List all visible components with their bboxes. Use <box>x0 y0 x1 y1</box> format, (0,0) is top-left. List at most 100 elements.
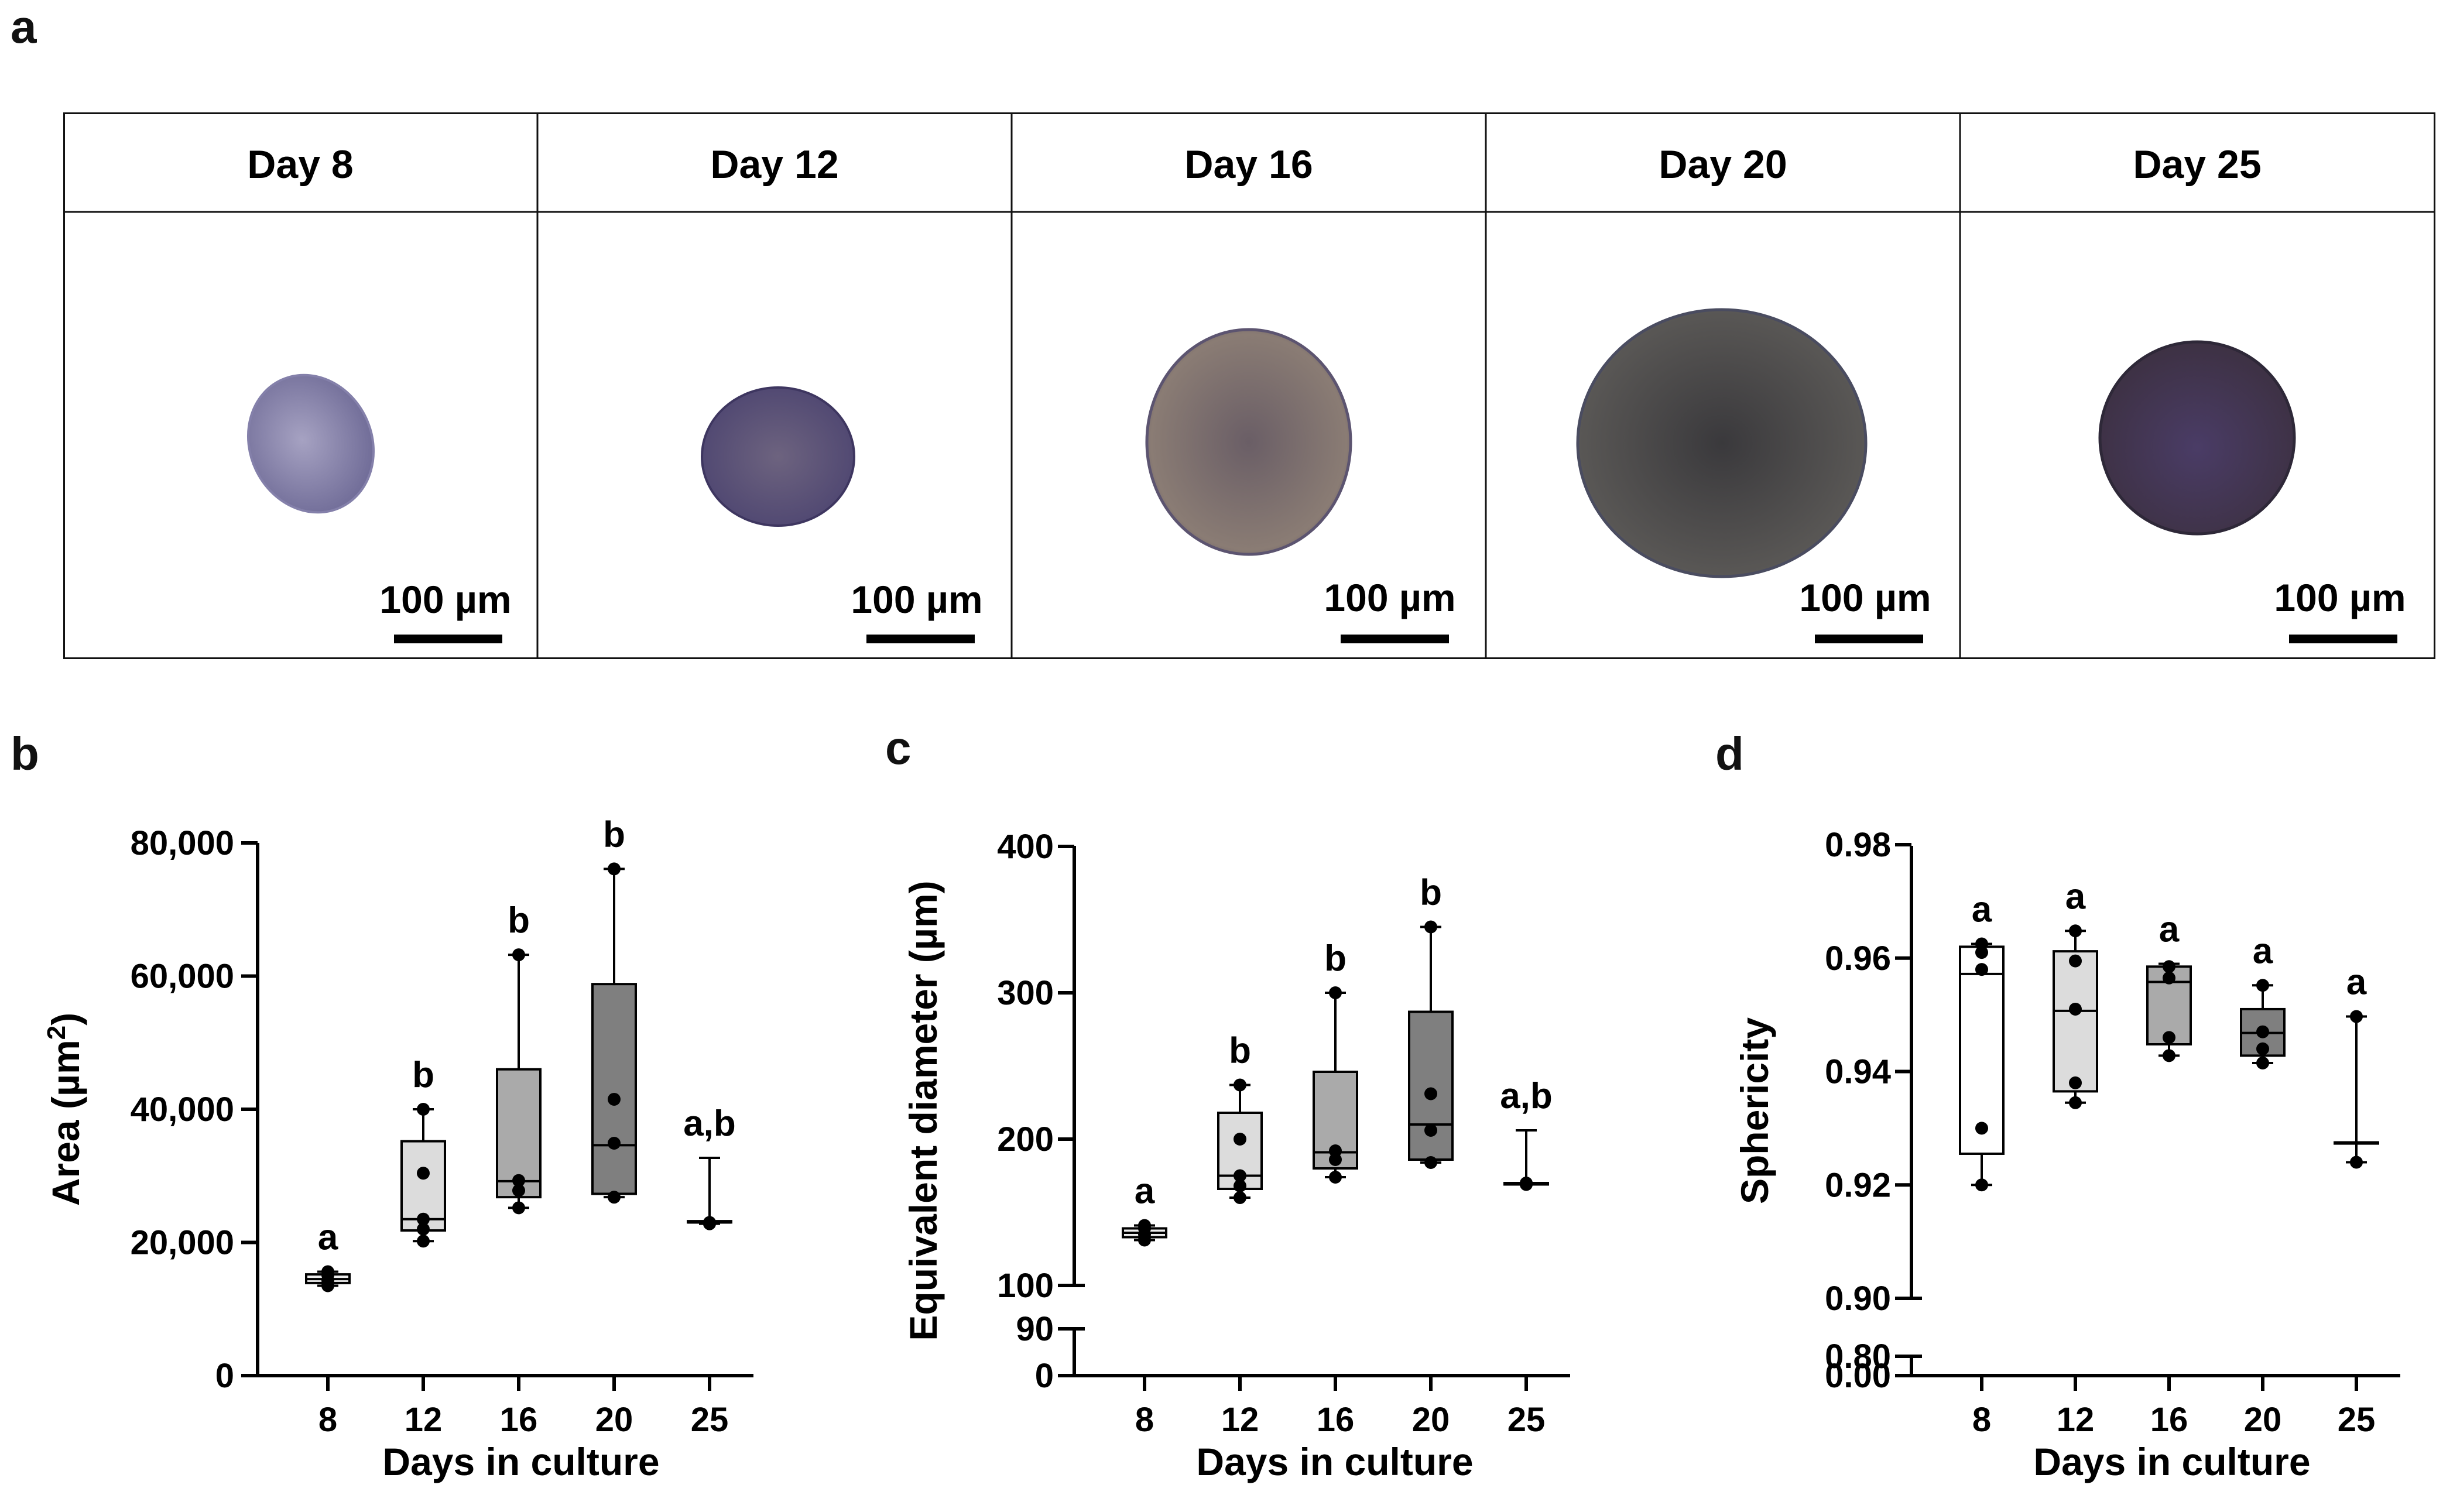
d-data-point <box>2256 979 2269 992</box>
b-y-tick-label: 0 <box>215 1357 234 1395</box>
scale-bar-day-12 <box>866 635 975 643</box>
d-x-axis-label: Days in culture <box>2033 1440 2310 1483</box>
d-x-tick-label: 8 <box>1972 1401 1991 1439</box>
sphericity-box-chart: 0.000.80 0.90 0.92 0.94 0.96 0.98 8 a 12 a 16 a 20 a 2… <box>1733 826 2400 1483</box>
b-data-point <box>608 1191 621 1204</box>
d-data-point <box>1975 937 1988 951</box>
c-box <box>1408 1010 1454 1161</box>
d-data-point <box>2069 924 2082 938</box>
b-x-tick-label: 25 <box>691 1401 729 1439</box>
d-significance-letter: a <box>1972 890 1992 930</box>
scale-bar-day-20 <box>1815 635 1923 643</box>
d-data-point <box>2163 1031 2175 1044</box>
c-data-point <box>1424 920 1437 934</box>
c-data-point <box>1424 1124 1437 1137</box>
diameter-box-chart: 0 90 100 200 300 400 8 a 12 b 16 b 20 b 25 a,b Days in c… <box>902 828 1570 1483</box>
c-significance-letter: a <box>1135 1171 1155 1212</box>
c-significance-letter: b <box>1324 938 1347 979</box>
panel-letter-c: c <box>885 722 912 774</box>
d-data-point <box>1975 963 1988 976</box>
c-data-point <box>1234 1180 1246 1192</box>
c-y-tick-label: 200 <box>997 1120 1054 1158</box>
spheroid-day-16 <box>1145 328 1352 556</box>
c-data-point <box>1234 1133 1246 1146</box>
b-x-tick-label: 12 <box>405 1401 443 1439</box>
b-significance-letter: b <box>603 814 625 855</box>
day-8-header: Day 8 <box>247 142 353 187</box>
scale-bar-label-day-16: 100 µm <box>1324 576 1455 619</box>
d-data-point <box>2069 1002 2082 1016</box>
b-significance-letter: a,b <box>683 1103 736 1144</box>
day-25-header: Day 25 <box>2133 142 2261 187</box>
b-data-point <box>417 1235 430 1248</box>
c-y-axis-label: Equivalent diameter (µm) <box>902 880 945 1340</box>
d-y-axis-label: Sphericity <box>1733 1017 1776 1204</box>
d-significance-letter: a <box>2159 909 2180 949</box>
scale-bar-day-25 <box>2289 635 2397 643</box>
b-data-point <box>512 1174 525 1187</box>
d-data-point <box>2163 1049 2175 1062</box>
day-20-header: Day 20 <box>1659 142 1787 187</box>
d-data-point <box>2350 1010 2363 1023</box>
scale-bar-day-16 <box>1341 635 1449 643</box>
b-x-tick-label: 8 <box>318 1401 337 1439</box>
d-box <box>1959 945 2005 1155</box>
c-y-tick-label: 400 <box>997 828 1054 866</box>
d-x-tick-label: 20 <box>2244 1401 2282 1439</box>
c-data-point <box>1234 1191 1246 1204</box>
c-x-tick-label: 25 <box>1507 1401 1546 1439</box>
c-data-point <box>1234 1078 1246 1092</box>
d-data-point <box>2256 1056 2269 1069</box>
d-data-point <box>2163 971 2175 985</box>
panel-letter-d: d <box>1715 728 1744 780</box>
scale-bar-label-day-12: 100 µm <box>851 578 982 621</box>
b-data-point <box>417 1222 430 1236</box>
b-y-tick-label: 40,000 <box>131 1091 234 1129</box>
c-significance-letter: b <box>1420 873 1442 913</box>
d-significance-letter: a <box>2346 962 2367 1003</box>
day-12-header: Day 12 <box>710 142 838 187</box>
b-significance-letter: a <box>318 1218 338 1258</box>
spheroid-day-20 <box>1576 308 1868 578</box>
d-y-tick-label: 0.90 <box>1825 1280 1891 1318</box>
d-significance-letter: a <box>2253 931 2273 971</box>
b-data-point <box>703 1216 716 1229</box>
b-box <box>591 983 637 1195</box>
b-x-tick-label: 20 <box>595 1401 633 1439</box>
d-data-point <box>2069 1096 2082 1109</box>
c-x-tick-label: 20 <box>1412 1401 1450 1439</box>
c-x-tick-label: 8 <box>1135 1401 1154 1439</box>
d-y-tick-label: 0.94 <box>1825 1053 1891 1091</box>
c-data-point <box>1424 1087 1437 1100</box>
d-data-point <box>2069 954 2082 968</box>
b-y-tick-label: 80,000 <box>131 824 234 862</box>
d-data-point <box>2069 1076 2082 1089</box>
c-data-point <box>1520 1177 1533 1189</box>
d-data-point <box>2350 1156 2363 1169</box>
scale-bar-day-8 <box>394 635 502 643</box>
c-x-tick-label: 16 <box>1317 1401 1355 1439</box>
scale-bar-label-day-25: 100 µm <box>2274 576 2406 619</box>
micrograph-panel: Day 8 Day 12 Day 16 Day 20 Day 25 100 µm… <box>63 112 2435 659</box>
c-data-point <box>1329 1171 1342 1184</box>
panel-letter-a: a <box>11 1 37 53</box>
b-data-point <box>321 1265 334 1278</box>
scale-bar-label-day-20: 100 µm <box>1799 576 1931 619</box>
c-data-point <box>1329 986 1342 999</box>
panel-letter-b: b <box>11 728 39 780</box>
b-data-point <box>608 1092 621 1106</box>
b-significance-letter: b <box>508 900 530 941</box>
c-x-tick-label: 12 <box>1221 1401 1259 1439</box>
d-y-tick-label: 0.98 <box>1825 826 1891 864</box>
c-data-point <box>1329 1144 1342 1157</box>
scale-bar-label-day-8: 100 µm <box>379 578 511 621</box>
c-significance-letter: a,b <box>1500 1076 1553 1116</box>
d-y-tick-label: 0.92 <box>1825 1166 1891 1204</box>
d-significance-letter: a <box>2065 876 2086 917</box>
b-data-point <box>512 948 525 962</box>
b-data-point <box>512 1201 525 1215</box>
d-y-tick-label: 0.00 <box>1825 1357 1891 1395</box>
b-x-axis-label: Days in culture <box>382 1440 659 1483</box>
spheroid-day-25 <box>2098 340 2296 536</box>
spheroid-day-12 <box>701 386 855 527</box>
